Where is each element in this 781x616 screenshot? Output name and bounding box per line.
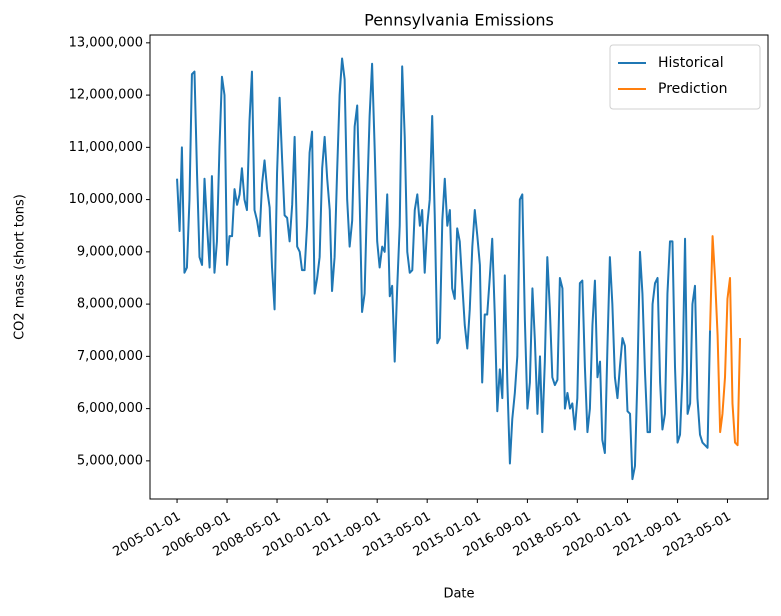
y-tick-label: 6,000,000 [77,401,143,416]
data-line [176,57,712,481]
x-axis-label: Date [443,587,474,602]
legend-box [609,44,761,110]
y-tick-label: 5,000,000 [77,453,143,468]
y-tick-label: 13,000,000 [69,35,143,50]
y-tick-label: 11,000,000 [69,140,143,155]
data-line [709,235,742,447]
plot-frame [149,34,769,500]
chart-title: Pennsylvania Emissions [364,11,554,30]
legend-label: Historical [658,55,724,71]
legend: Historical Prediction [609,44,761,110]
y-tick-label: 8,000,000 [77,297,143,312]
legend-label: Prediction [658,81,728,97]
y-tick-label: 12,000,000 [69,88,143,103]
y-tick-label: 10,000,000 [69,192,143,207]
y-axis-label: CO2 mass (short tons) [13,194,28,340]
y-tick-label: 9,000,000 [77,244,143,259]
y-tick-label: 7,000,000 [77,349,143,364]
